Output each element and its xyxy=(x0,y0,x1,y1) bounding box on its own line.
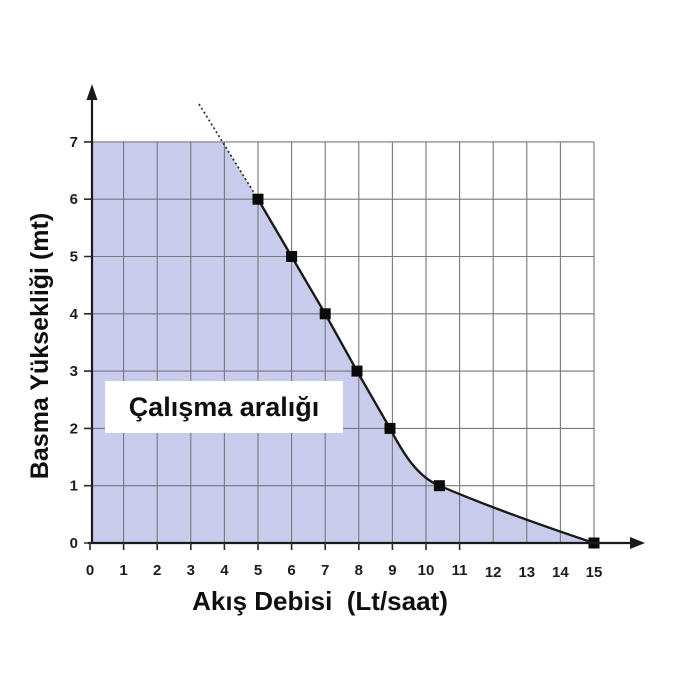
x-tick-15: 15 xyxy=(586,564,603,581)
y-axis-title: Basma Yüksekliği (mt) xyxy=(26,213,54,479)
x-tick-4: 4 xyxy=(220,562,229,579)
region-label-box xyxy=(105,381,343,433)
x-tick-12: 12 xyxy=(485,564,502,581)
y-tick-1: 1 xyxy=(70,478,78,495)
marker-5-6 xyxy=(252,193,264,205)
x-tick-8: 8 xyxy=(355,562,363,579)
y-tick-7: 7 xyxy=(70,134,78,151)
y-axis xyxy=(84,84,98,544)
y-axis-ticks xyxy=(84,141,92,544)
x-axis-arrow-icon xyxy=(630,537,645,549)
x-tick-14: 14 xyxy=(552,564,569,581)
x-axis xyxy=(88,537,645,550)
x-tick-10: 10 xyxy=(418,562,435,579)
grid-vertical-lines xyxy=(123,142,595,543)
x-tick-2: 2 xyxy=(153,562,161,579)
dotted-extension-line xyxy=(198,103,259,200)
x-tick-labels: 0 1 2 3 4 5 6 7 8 9 10 11 12 13 14 15 xyxy=(86,562,603,581)
x-axis-ticks xyxy=(89,543,461,550)
x-tick-0: 0 xyxy=(86,562,94,579)
x-tick-7: 7 xyxy=(321,562,329,579)
x-tick-11: 11 xyxy=(452,562,468,579)
x-tick-6: 6 xyxy=(287,562,295,579)
y-tick-3: 3 xyxy=(70,363,78,380)
x-axis-title: Akış Debisi (Lt/saat) xyxy=(192,586,448,616)
marker-10p4-1 xyxy=(433,480,445,492)
x-tick-13: 13 xyxy=(518,564,535,581)
marker-7-4 xyxy=(319,308,331,320)
operating-region-area xyxy=(92,142,594,543)
x-tick-9: 9 xyxy=(388,562,396,579)
x-tick-1: 1 xyxy=(119,562,127,579)
y-tick-4: 4 xyxy=(70,306,79,323)
x-tick-5: 5 xyxy=(254,562,262,579)
y-tick-labels: 0 1 2 3 4 5 6 7 xyxy=(70,134,79,552)
x-tick-3: 3 xyxy=(187,562,195,579)
region-label: Çalışma aralığı xyxy=(129,392,320,422)
marker-9-2 xyxy=(384,422,396,434)
y-tick-5: 5 xyxy=(70,249,78,266)
y-tick-6: 6 xyxy=(70,191,78,208)
y-tick-0: 0 xyxy=(70,535,78,552)
y-tick-2: 2 xyxy=(70,420,78,437)
marker-6-5 xyxy=(286,251,298,262)
y-axis-arrow-icon xyxy=(86,84,98,100)
marker-8-3 xyxy=(351,365,363,377)
